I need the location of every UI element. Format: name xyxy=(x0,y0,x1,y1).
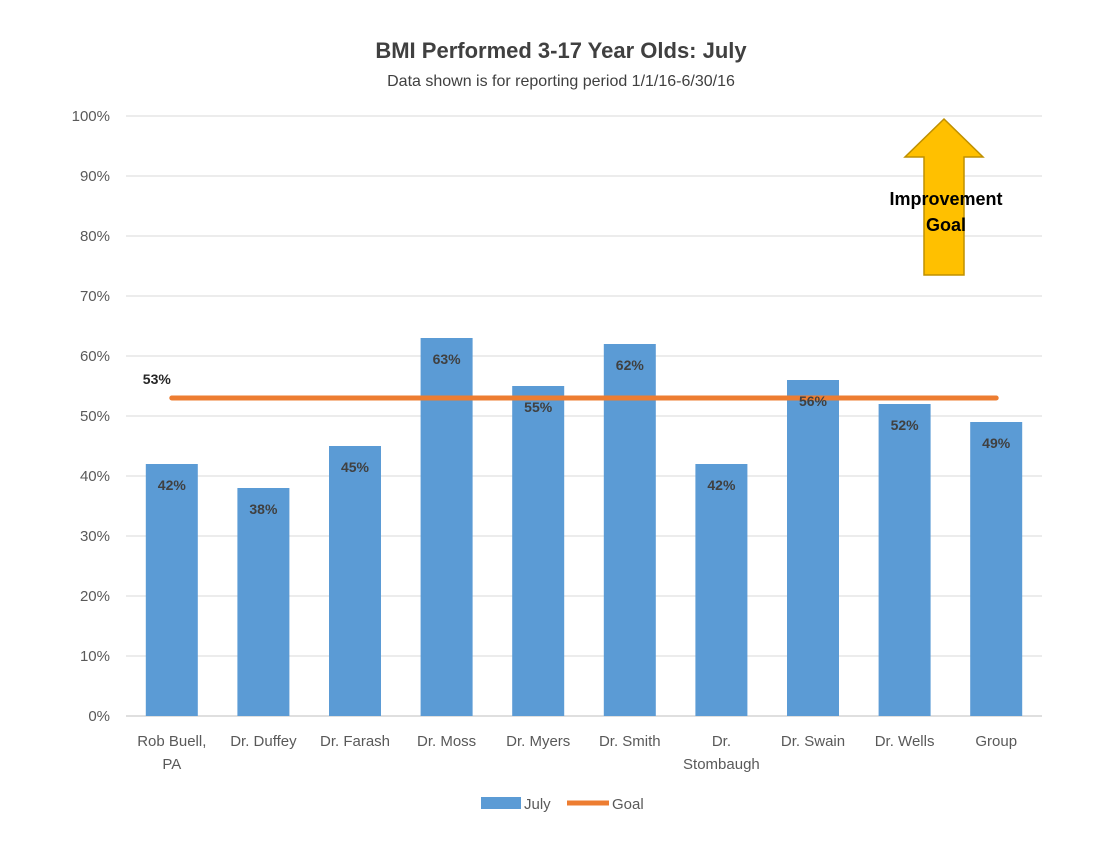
x-tick-label: Dr. Duffey xyxy=(230,733,297,750)
bar xyxy=(329,446,381,716)
y-tick-label: 90% xyxy=(80,168,110,185)
x-tick-label: PA xyxy=(162,756,181,773)
x-tick-label: Dr. Moss xyxy=(417,733,476,750)
y-tick-label: 70% xyxy=(80,288,110,305)
bar-data-label: 42% xyxy=(707,477,736,493)
x-tick-label: Rob Buell, xyxy=(137,733,206,750)
x-tick-label: Stombaugh xyxy=(683,756,760,773)
bar xyxy=(878,404,931,716)
bar-data-label: 45% xyxy=(341,459,370,475)
goal-line-series: 53% xyxy=(143,371,999,401)
bar-data-label: 52% xyxy=(891,417,920,433)
y-tick-label: 50% xyxy=(80,408,110,425)
bar xyxy=(420,338,473,716)
x-tick-label: Group xyxy=(975,733,1017,750)
y-tick-label: 100% xyxy=(72,108,110,125)
improvement-goal-callout: Improvement Goal xyxy=(889,117,1003,276)
y-axis: 0% 10% 20% 30% 40% 50% 60% 70% 80% 90% 100% xyxy=(72,108,110,725)
x-tick-label: Dr. Myers xyxy=(506,733,570,750)
y-tick-label: 30% xyxy=(80,528,110,545)
bar xyxy=(603,344,656,716)
bar xyxy=(787,380,839,716)
goal-data-label: 53% xyxy=(143,371,172,387)
up-arrow-icon xyxy=(903,117,985,276)
y-tick-label: 10% xyxy=(80,648,110,665)
bar-series-july xyxy=(145,338,1023,716)
bar-data-label: 62% xyxy=(616,357,645,373)
bar-data-label: 38% xyxy=(249,501,278,517)
bar-data-label: 49% xyxy=(982,435,1011,451)
bar-data-label: 63% xyxy=(433,351,462,367)
x-tick-label: Dr. Smith xyxy=(599,733,661,750)
bar xyxy=(695,464,748,716)
x-tick-label: Dr. Swain xyxy=(781,733,845,750)
legend: July Goal xyxy=(481,796,644,813)
bar xyxy=(970,422,1023,716)
chart-subtitle: Data shown is for reporting period 1/1/1… xyxy=(387,73,735,90)
bar xyxy=(512,386,565,716)
bar-data-label: 42% xyxy=(158,477,187,493)
x-tick-label: Dr. xyxy=(712,733,731,750)
bar xyxy=(145,464,198,716)
legend-swatch-july xyxy=(481,797,521,809)
callout-text: Goal xyxy=(926,215,966,235)
y-tick-label: 20% xyxy=(80,588,110,605)
x-tick-label: Dr. Wells xyxy=(875,733,935,750)
legend-label-goal: Goal xyxy=(612,796,644,813)
callout-text: Improvement xyxy=(889,189,1002,209)
x-axis: Rob Buell, PA Dr. Duffey Dr. Farash Dr. Moss… xyxy=(137,733,1017,773)
bar-data-label: 56% xyxy=(799,393,828,409)
bar-data-labels: 42% 38% 45% 63% 55% 62% 42% 56% 52% 49% xyxy=(158,351,1011,517)
x-tick-label: Dr. Farash xyxy=(320,733,390,750)
bar-data-label: 55% xyxy=(524,399,553,415)
y-tick-label: 60% xyxy=(80,348,110,365)
chart-title: BMI Performed 3-17 Year Olds: July xyxy=(375,38,747,63)
legend-label-july: July xyxy=(524,796,551,813)
y-tick-label: 80% xyxy=(80,228,110,245)
bar xyxy=(237,488,290,716)
y-tick-label: 0% xyxy=(88,708,110,725)
y-tick-label: 40% xyxy=(80,468,110,485)
